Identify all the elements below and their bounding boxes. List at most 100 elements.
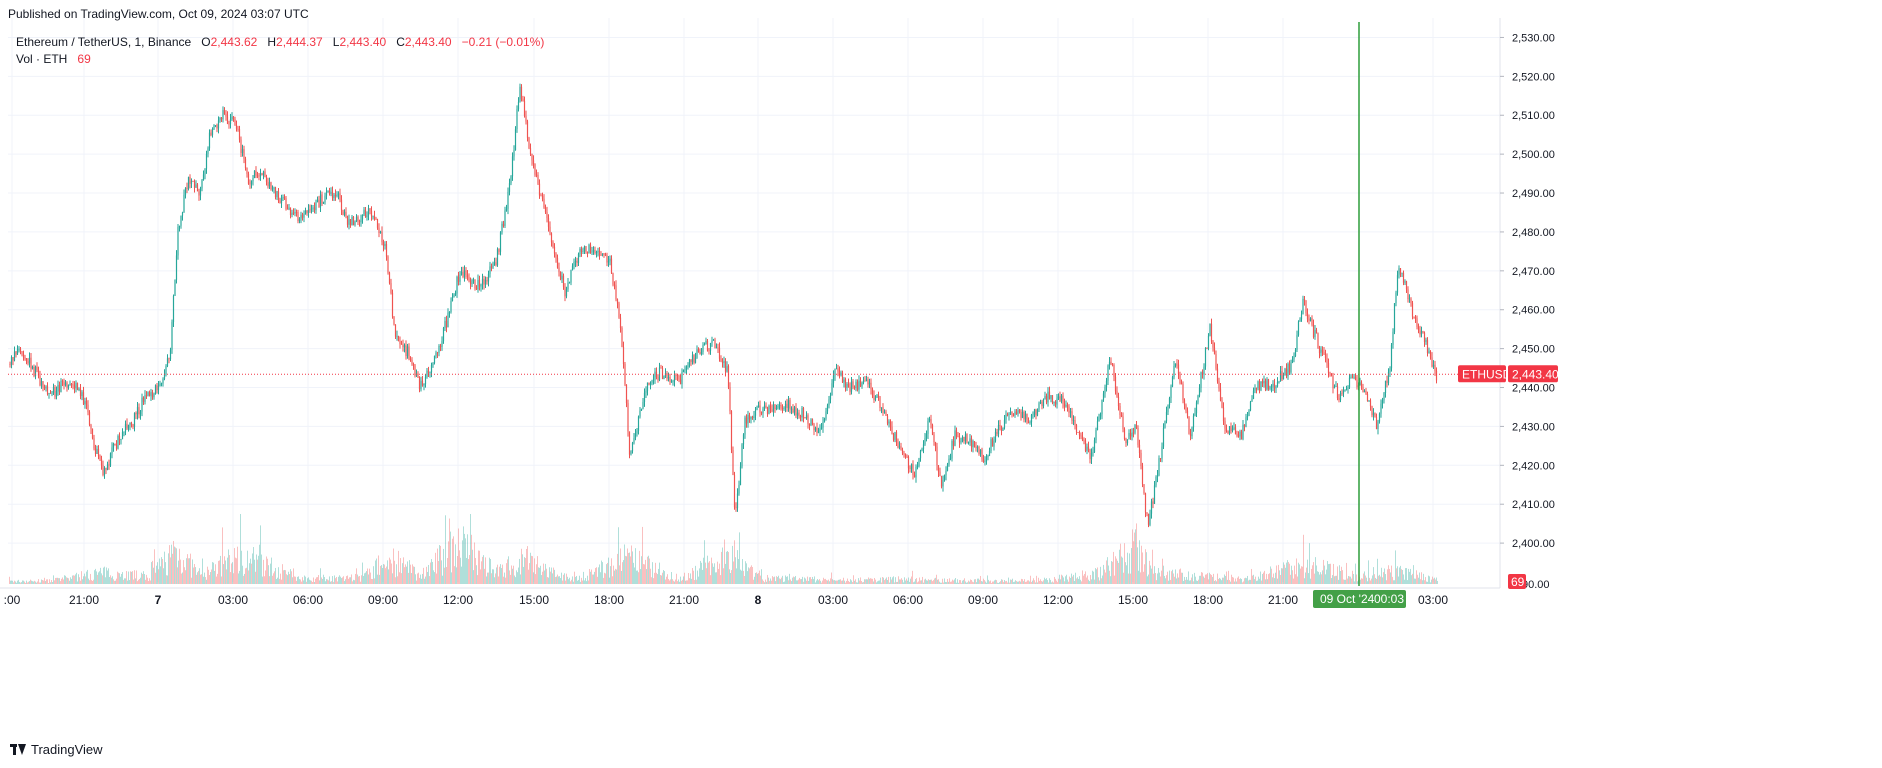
volume-bar [740,569,741,584]
candle-body [424,377,427,385]
candle-body [1435,370,1438,381]
volume-bar [546,568,547,584]
volume-bar [1288,562,1289,584]
volume-bar [140,577,141,584]
legend-volume-label[interactable]: Vol · ETH [16,52,68,66]
volume-bar [310,580,311,584]
volume-bar [913,582,914,584]
candle-body [282,197,284,199]
volume-bar [909,581,910,584]
candle-body [135,413,137,415]
volume-bar [832,579,833,584]
volume-bar [434,572,435,584]
tradingview-brand[interactable]: TradingView [10,742,103,757]
volume-bar [1121,556,1122,584]
candle-body [1386,380,1388,383]
candle-body [238,129,241,140]
candle-body [64,382,67,386]
candle-body [831,383,833,396]
volume-bar [1233,577,1234,584]
candle-body [795,407,797,416]
volume-bar [467,534,468,584]
candle-body [538,183,541,196]
volume-bar [525,558,526,584]
volume-bar [301,581,302,584]
candle-body [549,226,551,234]
volume-bar [169,545,170,584]
volume-bar [45,581,46,584]
candle-body [1042,399,1045,407]
volume-bar [423,567,424,584]
candle-body [735,507,737,509]
volume-bar [729,569,730,584]
volume-bar [568,579,569,584]
volume-bar [961,582,962,584]
candle-body [607,261,610,263]
candle-body [952,440,955,446]
candle-body [1180,382,1183,385]
volume-bar [721,551,722,584]
volume-bar [1136,523,1137,584]
volume-bar [531,555,532,584]
volume-bar [1045,579,1046,584]
candle-body [246,167,248,174]
candle-body [690,359,692,362]
candle-body [981,449,983,460]
candle-body [669,376,671,382]
volume-bar [767,574,768,584]
candle-body [54,387,56,397]
volume-bar [1163,565,1164,584]
volume-bar [1000,581,1001,584]
volume-bar [1398,576,1399,584]
volume-bar [1064,581,1065,584]
candle-body [402,344,404,348]
volume-bar [1184,576,1185,584]
candle-body [1134,425,1136,433]
last-price-tag[interactable]: ETHUSDT 2,443.40 [1458,365,1559,383]
volume-bar [249,563,250,584]
price-tick-label: 2,470.00 [1512,266,1555,278]
volume-bar [453,536,454,584]
volume-bar [1325,574,1326,584]
volume-bar [1333,563,1334,584]
candle-body [486,280,488,282]
volume-bar [768,577,769,584]
volume-bar [607,562,608,584]
volume-bar [251,563,252,584]
volume-bar [513,565,514,584]
volume-bar [1312,565,1313,584]
volume-bar [1252,575,1253,584]
candle-body [108,464,110,466]
price-tick-label: 2,410.00 [1512,499,1555,511]
candle-body [117,436,119,449]
volume-bar [1182,572,1183,584]
candle-body [1309,318,1312,321]
legend-symbol[interactable]: Ethereum / TetherUS, 1, Binance [16,35,192,49]
volume-bar [322,578,323,584]
candle-body [939,471,941,477]
candle-body [1414,316,1417,319]
volume-bar [543,563,544,584]
candle-body [856,381,859,390]
candle-body [882,407,884,413]
volume-bar [117,571,118,584]
volume-bar [146,574,147,584]
volume-bar [630,556,631,584]
volume-bar [1360,579,1361,584]
volume-bar [600,572,601,584]
volume-bar [1115,556,1116,584]
volume-bar [788,580,789,584]
volume-bar [194,563,195,584]
volume-bar [1335,575,1336,584]
volume-bar [247,550,248,584]
volume-bar [782,575,783,584]
candle-body [1191,427,1193,437]
candle-body [498,249,500,252]
volume-bar [578,579,579,584]
volume-bar [114,580,115,584]
volume-bar [282,564,283,584]
candle-body [252,178,254,182]
volume-bar [446,567,447,584]
candle-body [1293,355,1295,360]
